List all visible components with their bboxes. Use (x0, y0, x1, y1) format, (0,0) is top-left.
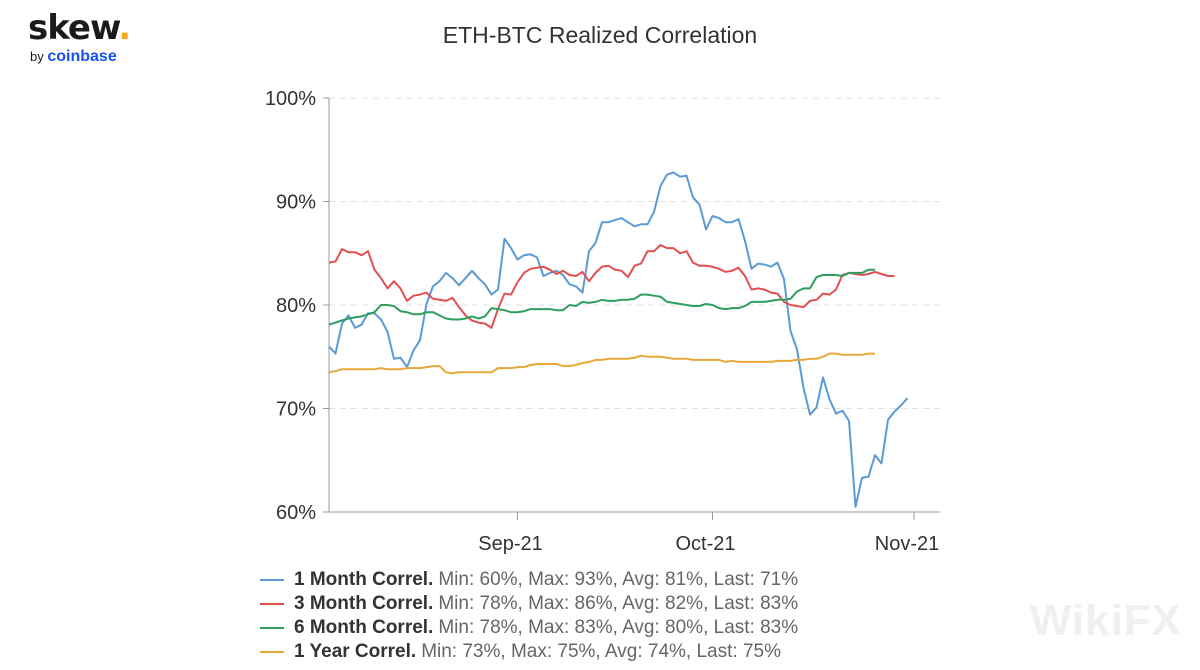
legend-swatch (260, 579, 284, 581)
legend-series-name: 1 Year Correl. (294, 641, 417, 662)
brand-company: coinbase (47, 48, 117, 65)
legend-item[interactable]: 6 Month Correl. Min: 78%, Max: 83%, Avg: … (260, 616, 798, 640)
brand-logo: skew. by coinbase (28, 8, 131, 66)
legend-item[interactable]: 3 Month Correl. Min: 78%, Max: 86%, Avg: … (260, 592, 798, 616)
series-line (328, 352, 875, 375)
legend-item[interactable]: 1 Month Correl. Min: 60%, Max: 93%, Avg: … (260, 568, 798, 592)
watermark: WikiFX (1029, 596, 1182, 645)
y-axis-labels: 100% 90% 80% 70% 60% (265, 88, 316, 524)
chart-axes (323, 97, 940, 520)
legend-series-stats: Min: 73%, Max: 75%, Avg: 74%, Last: 75% (421, 641, 781, 662)
x-tick-label: Sep-21 (478, 533, 543, 555)
legend-series-stats: Min: 78%, Max: 83%, Avg: 80%, Last: 83% (438, 617, 799, 638)
legend-series-stats: Min: 78%, Max: 86%, Avg: 82%, Last: 83% (438, 593, 799, 614)
series-line (328, 244, 895, 329)
brand-by: by (30, 49, 44, 64)
x-tick-label: Oct-21 (675, 533, 735, 555)
y-tick-label: 60% (276, 502, 316, 524)
chart-title: ETH-BTC Realized Correlation (442, 22, 758, 48)
legend-series-name: 1 Month Correl. (294, 569, 434, 590)
chart-grid (329, 97, 940, 409)
y-tick-label: 90% (276, 192, 316, 214)
x-axis-labels: Sep-21 Oct-21 Nov-21 (478, 533, 939, 555)
brand-word: skew (28, 8, 119, 48)
legend-series-stats: Min: 60%, Max: 93%, Avg: 81%, Last: 71% (438, 569, 799, 590)
legend-swatch (260, 651, 284, 653)
chart-legend: 1 Month Correl. Min: 60%, Max: 93%, Avg: … (260, 568, 798, 664)
y-tick-label: 100% (265, 88, 316, 110)
y-tick-label: 70% (276, 399, 316, 421)
series-line (328, 171, 909, 508)
series-line (328, 268, 875, 326)
brand-byline: by coinbase (28, 48, 130, 66)
brand-wordmark: skew. (28, 8, 131, 48)
legend-item[interactable]: 1 Year Correl. Min: 73%, Max: 75%, Avg: 7… (260, 640, 798, 664)
legend-series-name: 3 Month Correl. (294, 593, 434, 614)
legend-swatch (260, 603, 284, 605)
brand-dot: . (118, 8, 131, 48)
x-tick-label: Nov-21 (875, 533, 939, 555)
legend-swatch (260, 627, 284, 629)
y-tick-label: 80% (276, 295, 316, 317)
chart-series (328, 171, 909, 508)
legend-series-name: 6 Month Correl. (294, 617, 434, 638)
